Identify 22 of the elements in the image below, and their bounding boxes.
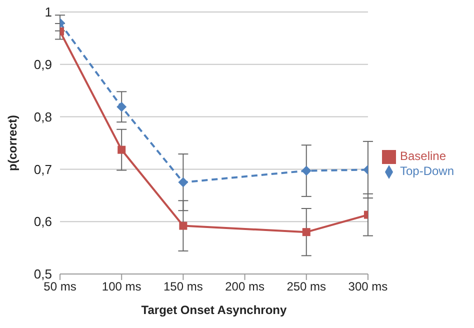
x-tick-label: 300 ms: [348, 280, 388, 294]
x-axis-title: Target Onset Asynchrony: [141, 303, 287, 317]
point: [116, 102, 127, 112]
x-tick-label: 150 ms: [164, 280, 203, 294]
x-tick-label: 200 ms: [225, 280, 264, 294]
y-tick-label: 0,6: [34, 214, 52, 230]
point: [302, 228, 310, 236]
y-tick-label: 0,8: [34, 109, 52, 124]
x-tick-label: 100 ms: [102, 280, 142, 294]
y-tick-label: 0,7: [34, 162, 52, 177]
point: [178, 177, 188, 188]
point: [301, 166, 312, 176]
y-tick-label: 0,9: [34, 57, 52, 72]
y-axis-title: p(correct): [5, 114, 20, 172]
y-tick-label: 1: [44, 4, 52, 20]
x-tick-label: 250 ms: [286, 280, 326, 294]
point: [118, 146, 126, 154]
legend-label: Baseline: [400, 149, 446, 164]
point: [179, 222, 188, 230]
legend-label: Top-Down: [400, 164, 454, 178]
x-tick-label: 50 ms: [44, 280, 76, 294]
y-tick-label: 0,5: [34, 266, 52, 282]
